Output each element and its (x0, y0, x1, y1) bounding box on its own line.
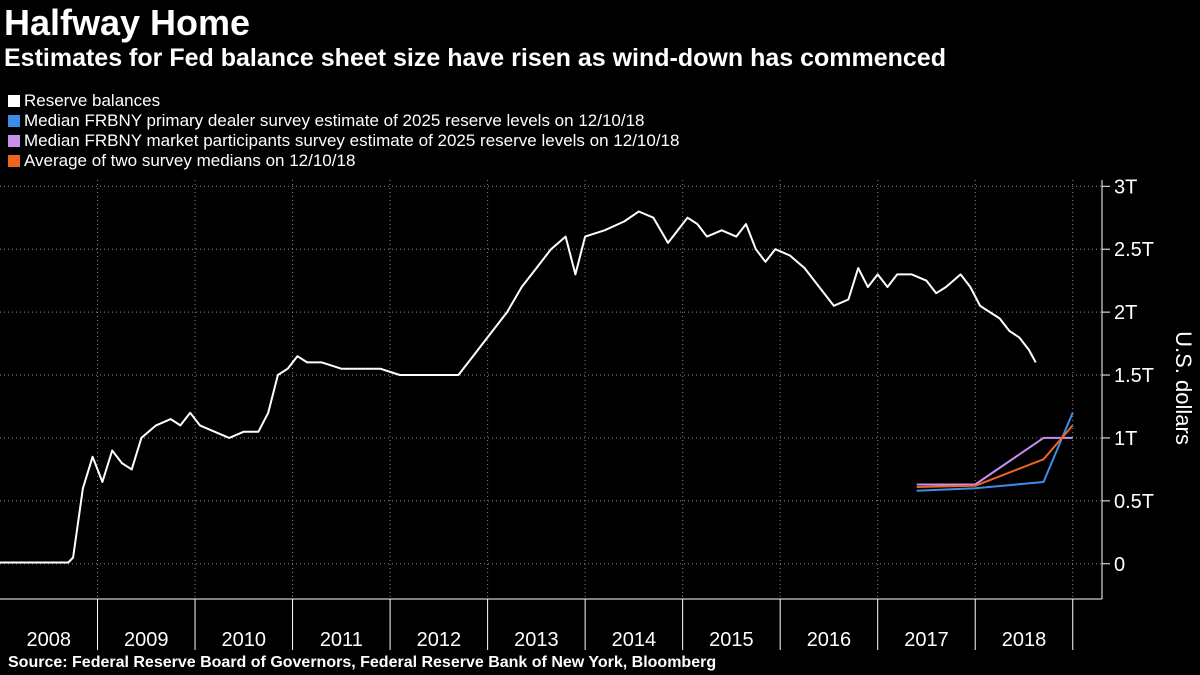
legend-item-primary-dealer: Median FRBNY primary dealer survey estim… (8, 111, 679, 131)
series-lines (0, 210, 1074, 564)
legend-swatch (8, 95, 20, 107)
legend-item-market-participants: Median FRBNY market participants survey … (8, 131, 679, 151)
series-line-0 (0, 210, 1037, 564)
x-tick-label: 2011 (320, 629, 363, 651)
chart-title: Halfway Home (4, 2, 251, 43)
y-axis-label: U.S. dollars (1171, 331, 1196, 445)
legend: Reserve balances Median FRBNY primary de… (8, 91, 679, 171)
axes: 3T 2.5T 2T 1.5T 1T 0.5T 0 2008 2009 2010 2011 2012 2… (0, 176, 1154, 651)
legend-swatch (8, 115, 20, 127)
x-tick-label: 2018 (1002, 629, 1047, 651)
y-tick-label: 1.5T (1114, 365, 1154, 387)
series-line-3 (916, 424, 1074, 488)
y-tick-label: 0 (1114, 554, 1125, 576)
x-tick-label: 2015 (709, 629, 754, 651)
legend-item-average: Average of two survey medians on 12/10/1… (8, 151, 679, 171)
x-tick-label: 2008 (27, 629, 72, 651)
legend-swatch (8, 135, 20, 147)
grid (0, 180, 1102, 599)
source-note: Source: Federal Reserve Board of Governo… (8, 654, 717, 671)
legend-label: Median FRBNY market participants survey … (24, 131, 680, 150)
legend-item-reserve-balances: Reserve balances (8, 91, 679, 111)
x-tick-label: 2012 (417, 629, 462, 651)
y-tick-label: 1T (1114, 428, 1137, 450)
legend-label: Average of two survey medians on 12/10/1… (24, 151, 356, 170)
series-line-2 (916, 436, 1073, 486)
y-tick-label: 2T (1114, 302, 1137, 324)
x-tick-label: 2017 (904, 629, 949, 651)
legend-label: Reserve balances (24, 91, 161, 110)
chart-subtitle: Estimates for Fed balance sheet size hav… (4, 44, 946, 72)
y-tick-label: 3T (1114, 176, 1137, 198)
series-line-1 (916, 412, 1074, 492)
y-tick-label: 2.5T (1114, 239, 1154, 261)
x-tick-label: 2010 (222, 629, 267, 651)
y-tick-label: 0.5T (1114, 491, 1154, 513)
x-tick-label: 2016 (807, 629, 852, 651)
x-tick-label: 2009 (124, 629, 169, 651)
legend-label: Median FRBNY primary dealer survey estim… (24, 111, 645, 130)
legend-swatch (8, 155, 20, 167)
x-tick-label: 2014 (612, 629, 657, 651)
x-tick-label: 2013 (514, 629, 559, 651)
